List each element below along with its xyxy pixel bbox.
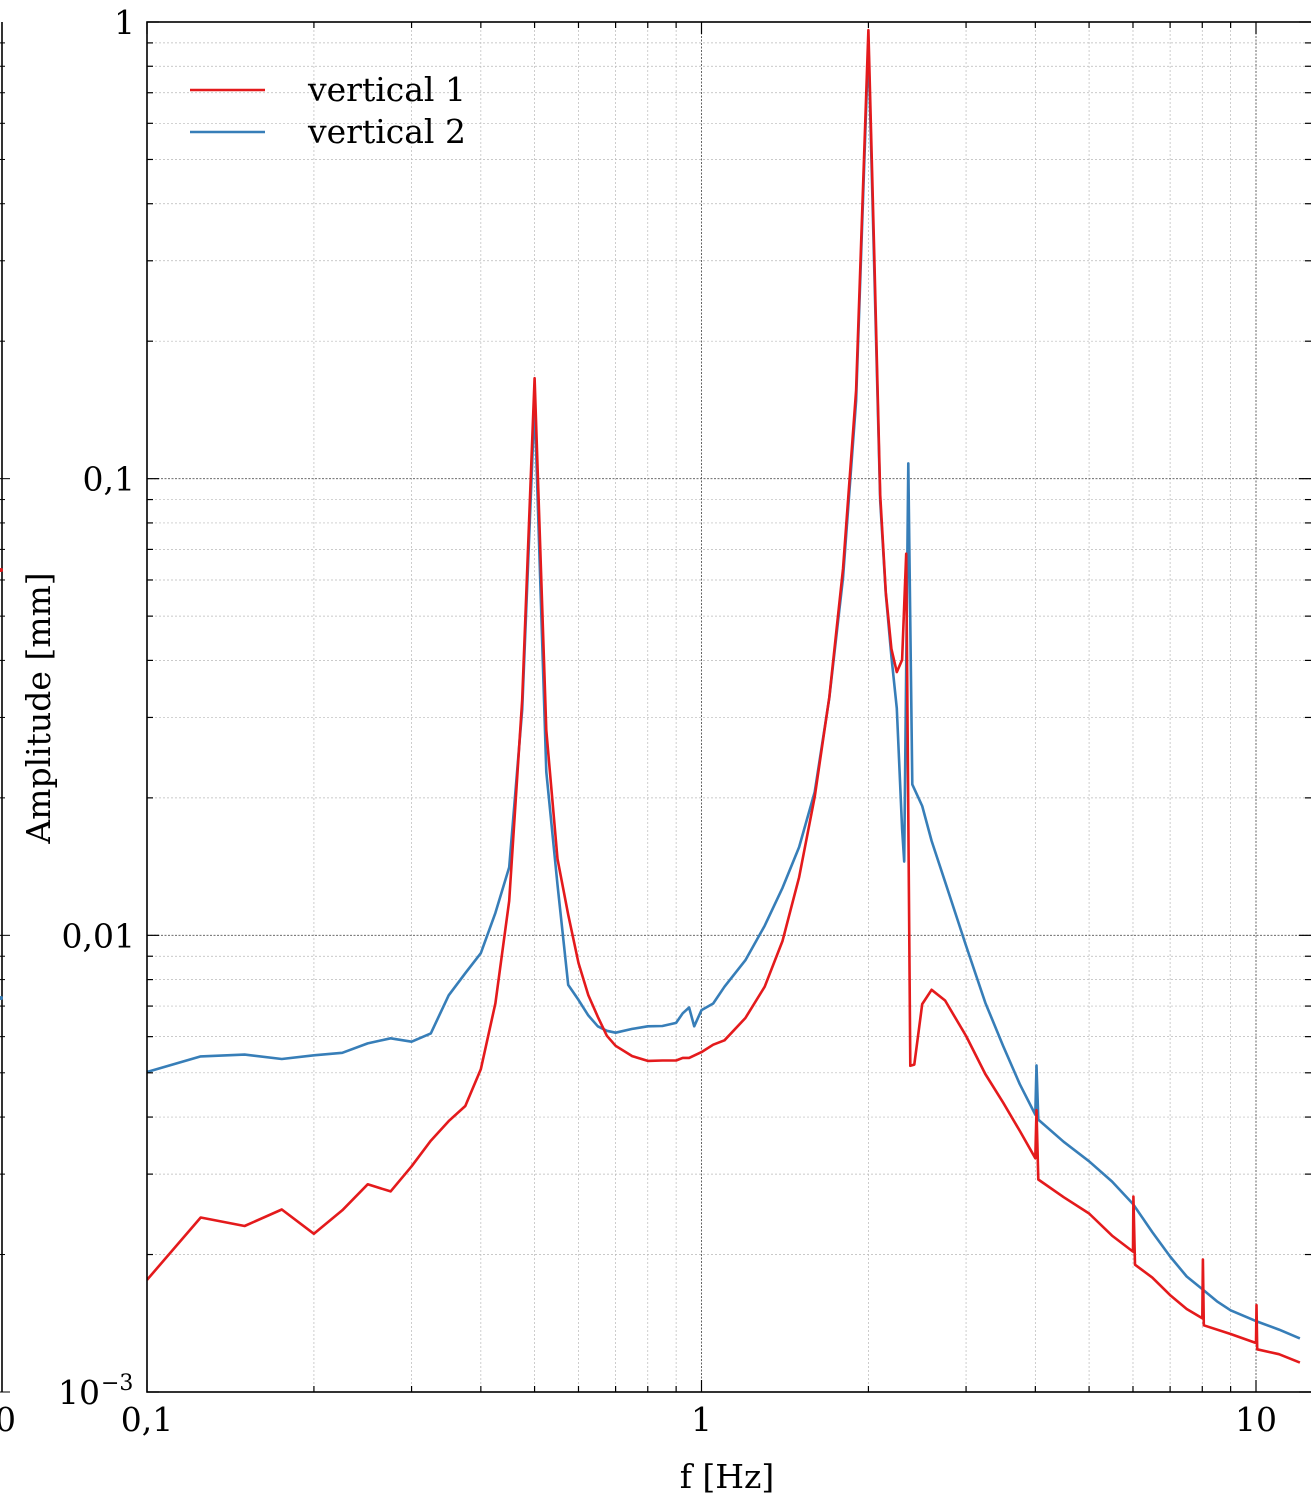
y-tick-label: 10: [58, 1373, 100, 1412]
y-tick-label: 0,1: [83, 460, 135, 499]
x-tick-label: 0,1: [121, 1400, 173, 1439]
y-tick-label: 1: [114, 3, 135, 42]
left-panel-mark: [0, 568, 3, 572]
x-tick-label: 10: [1235, 1400, 1277, 1439]
axis-ticks: [146, 21, 1311, 1393]
left-panel-mark: [0, 996, 3, 1000]
legend-label: vertical 2: [307, 112, 466, 151]
y-tick-labels: 10 −3 0,01 0,1 1: [58, 3, 135, 1412]
y-tick-label-exponent: −3: [101, 1371, 133, 1396]
legend-label: vertical 1: [307, 70, 466, 109]
plot-area: [147, 28, 1301, 1364]
series-line-vertical-1: [147, 28, 1301, 1364]
plot-frame: [146, 21, 1311, 1393]
x-axis-title: f [Hz]: [680, 1457, 775, 1496]
x-tick-label: 1: [691, 1400, 712, 1439]
left-panel-fragment: 0: [0, 22, 16, 1439]
x-tick-labels: 0,1 1 10: [121, 1400, 1277, 1439]
series-line-vertical-2: [147, 41, 1301, 1340]
grid-lines: [146, 22, 1311, 1393]
y-tick-label: 0,01: [62, 916, 135, 955]
y-axis-title: Amplitude [mm]: [19, 572, 58, 844]
left-panel-x-tick-label: 0: [0, 1400, 16, 1439]
